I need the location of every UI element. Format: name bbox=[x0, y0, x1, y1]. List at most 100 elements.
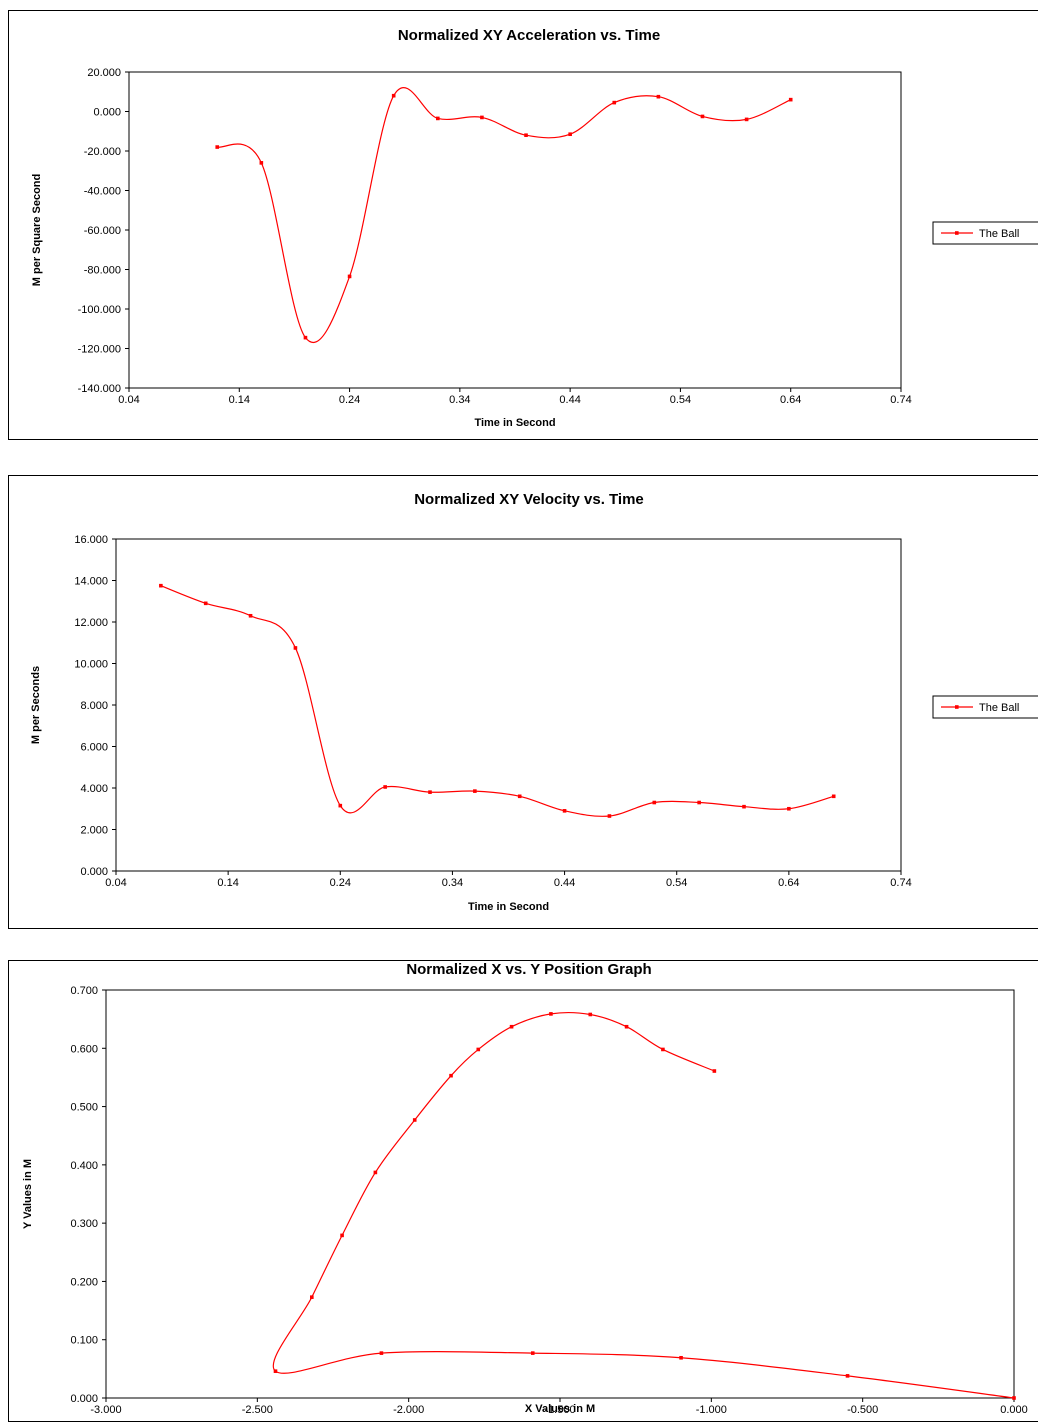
data-point bbox=[509, 1024, 514, 1029]
data-point bbox=[607, 814, 612, 818]
data-point bbox=[248, 613, 253, 618]
data-point bbox=[273, 1369, 278, 1373]
y-tick-label: 0.500 bbox=[70, 1102, 98, 1114]
y-tick-label: -120.000 bbox=[78, 344, 121, 356]
data-point bbox=[652, 800, 657, 805]
data-point bbox=[428, 790, 432, 794]
y-tick-label: 12.000 bbox=[74, 617, 108, 629]
x-axis-title: Time in Second bbox=[474, 417, 555, 429]
data-point bbox=[549, 1012, 553, 1016]
x-tick-label: 0.14 bbox=[229, 394, 250, 406]
data-point bbox=[624, 1024, 629, 1029]
legend-marker bbox=[955, 231, 959, 235]
data-point bbox=[215, 145, 220, 149]
x-tick-label: 0.24 bbox=[330, 877, 351, 889]
legend-label: The Ball bbox=[979, 702, 1019, 714]
data-point bbox=[1012, 1396, 1016, 1400]
x-tick-label: 0.34 bbox=[449, 394, 470, 406]
data-point bbox=[524, 133, 528, 137]
x-tick-label: 0.14 bbox=[217, 877, 238, 889]
chart-title: Normalized X vs. Y Position Graph bbox=[406, 961, 651, 978]
y-tick-label: 0.300 bbox=[70, 1218, 98, 1230]
y-tick-label: 16.000 bbox=[74, 534, 108, 546]
x-tick-label: -0.500 bbox=[847, 1404, 878, 1416]
series-line bbox=[272, 1012, 1015, 1399]
data-point bbox=[259, 161, 264, 165]
x-tick-label: 0.54 bbox=[666, 877, 687, 889]
data-point bbox=[203, 601, 208, 606]
data-point bbox=[476, 1047, 481, 1052]
chart-position: Normalized X vs. Y Position Graph 0.700 0.… bbox=[8, 960, 1038, 1422]
chart-velocity: Normalized XY Velocity vs. Time 16.000 14.… bbox=[8, 475, 1038, 929]
data-point bbox=[347, 274, 352, 279]
y-tick-label: -60.000 bbox=[84, 225, 121, 237]
y-tick-label: 20.000 bbox=[87, 67, 121, 79]
y-tick-label: 2.000 bbox=[80, 825, 108, 837]
data-point bbox=[661, 1047, 665, 1052]
data-point bbox=[845, 1374, 850, 1378]
data-point bbox=[588, 1012, 593, 1017]
y-tick-label: 0.700 bbox=[70, 985, 98, 997]
y-tick-label: 6.000 bbox=[80, 742, 108, 754]
chart-svg-velocity: Normalized XY Velocity vs. Time 16.000 14.… bbox=[30, 491, 1038, 913]
chart-title: Normalized XY Acceleration vs. Time bbox=[398, 27, 660, 44]
data-point bbox=[612, 100, 617, 105]
x-tick-label: 0.000 bbox=[1000, 1404, 1028, 1416]
data-point bbox=[744, 117, 749, 122]
series-line bbox=[217, 87, 791, 344]
x-tick-label: -1.000 bbox=[696, 1404, 727, 1416]
data-point bbox=[379, 1351, 384, 1355]
data-point bbox=[530, 1351, 535, 1355]
data-point bbox=[391, 93, 396, 98]
y-tick-label: 8.000 bbox=[80, 700, 108, 712]
data-point bbox=[517, 794, 522, 799]
x-tick-label: 0.64 bbox=[780, 394, 801, 406]
y-tick-label: -140.000 bbox=[78, 383, 121, 395]
data-point bbox=[373, 1170, 378, 1175]
data-point bbox=[338, 803, 343, 808]
x-tick-label: 0.44 bbox=[559, 394, 580, 406]
chart-svg-position: Normalized X vs. Y Position Graph 0.700 0.… bbox=[22, 961, 1028, 1416]
plot-area bbox=[115, 538, 902, 872]
data-point bbox=[473, 789, 477, 793]
chart-title: Normalized XY Velocity vs. Time bbox=[414, 491, 644, 508]
y-tick-label: 0.600 bbox=[70, 1043, 98, 1055]
x-tick-label: 0.34 bbox=[442, 877, 463, 889]
y-axis-title: M per Seconds bbox=[30, 666, 42, 744]
y-axis-title: M per Square Second bbox=[31, 174, 43, 286]
data-point bbox=[742, 804, 746, 809]
x-tick-label: 0.64 bbox=[778, 877, 799, 889]
y-tick-label: 0.100 bbox=[70, 1335, 98, 1347]
x-axis-title: X Values in M bbox=[525, 1403, 595, 1415]
data-point bbox=[436, 116, 440, 121]
data-point bbox=[712, 1069, 717, 1073]
y-tick-label: 10.000 bbox=[74, 659, 108, 671]
data-point bbox=[159, 583, 163, 588]
y-tick-label: 0.000 bbox=[93, 107, 121, 119]
data-point bbox=[787, 806, 791, 811]
x-tick-label: 0.24 bbox=[339, 394, 360, 406]
data-point bbox=[697, 800, 701, 805]
data-point bbox=[340, 1233, 344, 1238]
y-tick-label: 0.000 bbox=[80, 866, 108, 878]
plot-area bbox=[105, 989, 1015, 1399]
chart-svg-acceleration: Normalized XY Acceleration vs. Time 20.00… bbox=[31, 27, 1038, 429]
data-point bbox=[449, 1073, 453, 1078]
x-tick-label: 0.04 bbox=[118, 394, 139, 406]
y-tick-label: 4.000 bbox=[80, 783, 108, 795]
data-point bbox=[303, 335, 308, 340]
legend-label: The Ball bbox=[979, 228, 1019, 240]
x-tick-label: 0.54 bbox=[670, 394, 691, 406]
legend-marker bbox=[955, 705, 959, 709]
data-point bbox=[293, 646, 298, 650]
y-tick-label: -20.000 bbox=[84, 146, 121, 158]
y-tick-label: -40.000 bbox=[84, 186, 121, 198]
y-axis-title: Y Values in M bbox=[22, 1159, 34, 1229]
x-tick-label: -3.000 bbox=[90, 1404, 121, 1416]
series-line bbox=[160, 585, 834, 817]
data-point bbox=[562, 809, 567, 813]
x-tick-label: 0.04 bbox=[105, 877, 126, 889]
plot-area bbox=[128, 71, 902, 389]
data-point bbox=[831, 794, 836, 799]
data-point bbox=[656, 94, 661, 99]
